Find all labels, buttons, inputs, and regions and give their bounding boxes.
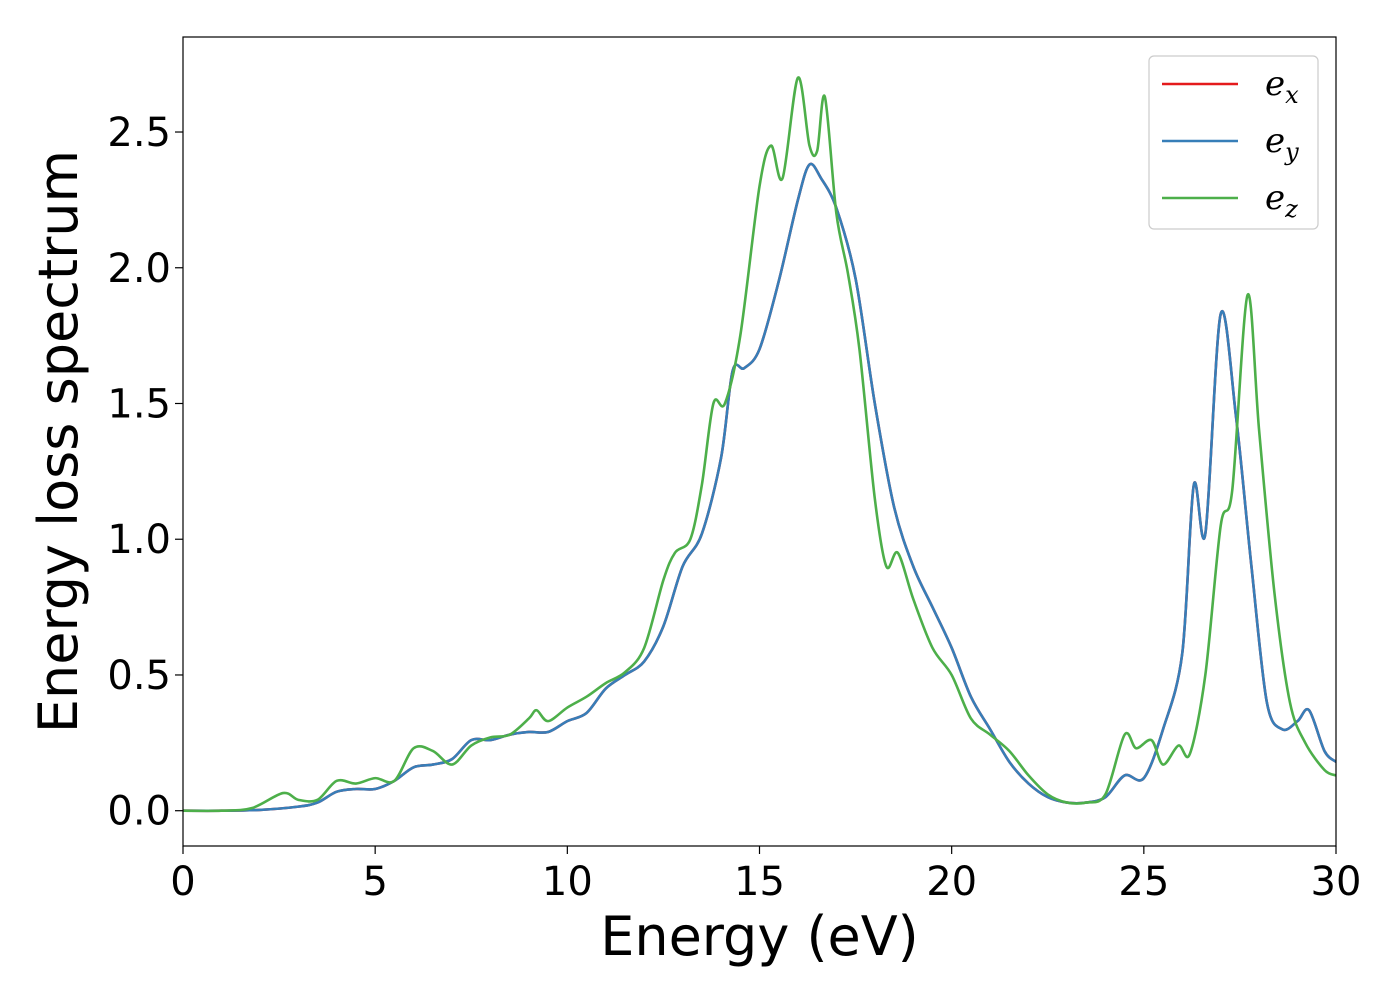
y-tick-label: 0.5	[107, 653, 171, 699]
series-line-ey	[183, 162, 1336, 813]
legend-label-subscript: z	[1284, 195, 1298, 223]
x-tick-label: 20	[926, 859, 977, 905]
legend-label-main: e	[1265, 64, 1285, 104]
y-tick-label: 1.5	[107, 381, 171, 427]
y-tick-label: 1.0	[107, 517, 171, 563]
x-tick-label: 10	[542, 859, 593, 905]
series-line-ez	[183, 76, 1336, 813]
x-axis-title: Energy (eV)	[600, 905, 919, 968]
legend-label-subscript: y	[1284, 138, 1299, 166]
y-axis-ticks: 0.0 0.5 1.0 1.5 2.0 2.5	[107, 110, 183, 835]
x-axis-ticks: 0 5 10 15 20 25 30	[170, 846, 1361, 905]
x-tick-label: 15	[734, 859, 785, 905]
y-tick-label: 2.0	[107, 246, 171, 292]
legend-box	[1148, 55, 1319, 230]
legend-label-subscript: x	[1285, 81, 1299, 109]
y-tick-label: 2.5	[107, 110, 171, 156]
legend-label-ex: ex	[1265, 64, 1299, 109]
series-line-ex	[183, 162, 1336, 813]
series-layer	[183, 76, 1336, 813]
x-tick-label: 0	[170, 859, 195, 905]
legend-label-ey: ey	[1265, 121, 1299, 166]
x-tick-label: 30	[1311, 859, 1362, 905]
x-tick-label: 25	[1118, 859, 1169, 905]
y-axis-title: Energy loss spectrum	[27, 150, 90, 733]
legend-label-main: e	[1265, 121, 1285, 161]
x-tick-label: 5	[362, 859, 387, 905]
y-tick-label: 0.0	[107, 789, 171, 835]
legend-label-main: e	[1265, 178, 1285, 218]
legend-label-ez: ez	[1265, 178, 1298, 223]
